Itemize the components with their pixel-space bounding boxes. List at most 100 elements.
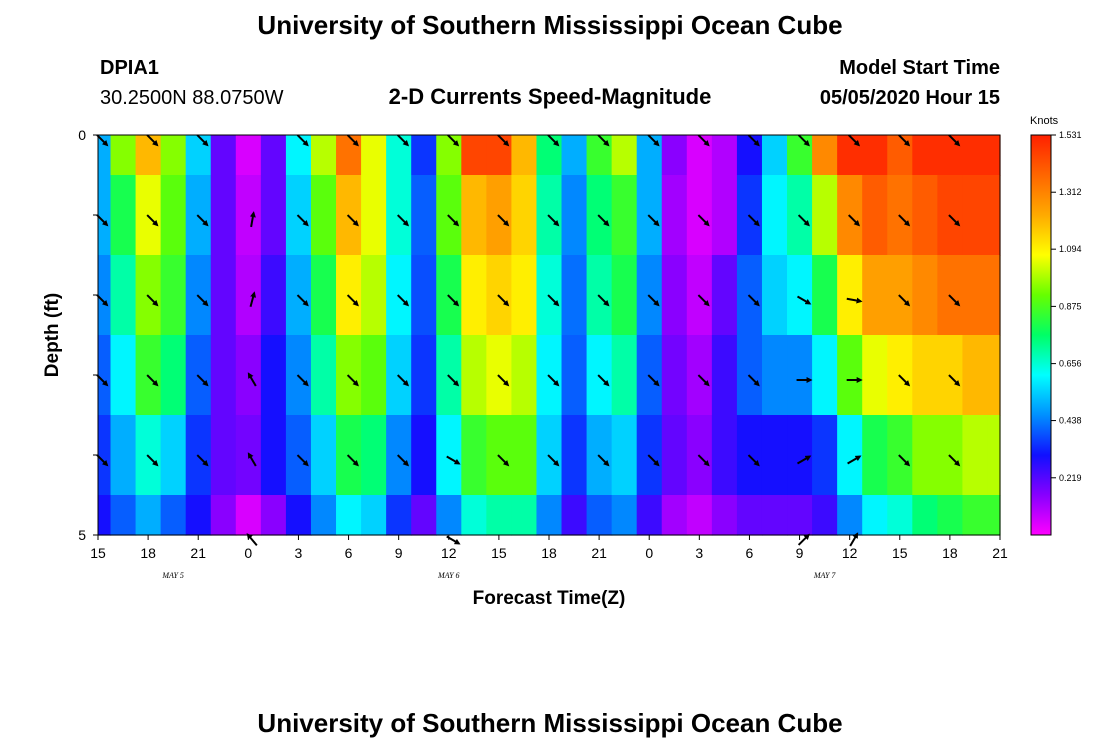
heatmap-cell <box>411 415 437 496</box>
heatmap-cell <box>210 335 237 416</box>
heatmap-cell <box>711 175 738 256</box>
heatmap-cell <box>235 135 262 176</box>
heatmap-cell <box>611 175 638 256</box>
current-arrow <box>196 454 209 467</box>
heatmap-cell <box>987 135 1001 176</box>
heatmap-cell <box>962 495 989 536</box>
heatmap-cell <box>160 255 187 336</box>
heatmap-cell <box>912 175 938 256</box>
heatmap-cell <box>937 135 964 176</box>
heatmap-cell <box>260 135 287 176</box>
y-axis-title: Depth (ft) <box>42 293 63 377</box>
current-arrow <box>497 294 510 307</box>
current-arrow <box>497 134 510 147</box>
x-tick-label: 12 <box>842 545 858 561</box>
heatmap-cell <box>98 495 112 536</box>
current-arrow <box>697 214 710 227</box>
heatmap-cell <box>962 335 989 416</box>
heatmap-cell <box>336 495 362 536</box>
current-arrow <box>898 374 911 387</box>
heatmap-cell <box>912 495 938 536</box>
current-arrow <box>547 374 560 387</box>
current-arrow <box>447 214 460 227</box>
current-arrow <box>796 295 812 305</box>
current-arrow <box>597 214 610 227</box>
heatmap-cell <box>787 495 813 536</box>
heatmap-cell <box>310 495 337 536</box>
current-arrow <box>547 134 560 147</box>
heatmap-cell <box>586 495 613 536</box>
date-label: MAY 6 <box>437 571 460 580</box>
current-arrow <box>647 454 660 467</box>
currents-chart: 15 18 21 0 3 6 9 12 15 18 21 0 3 6 9 12 15 18 21 MAY 5 MAY 6… <box>42 115 1082 609</box>
current-arrow <box>647 294 660 307</box>
colorbar-tick-label: 1.531 <box>1059 130 1082 140</box>
current-arrow <box>898 214 911 227</box>
heatmap-cell <box>411 175 437 256</box>
heatmap-cell <box>386 495 412 536</box>
y-tick-label: 0 <box>78 127 86 143</box>
station-id: DPIA1 <box>100 57 159 79</box>
colorbar: Knots 1.531 1.312 1.094 0.875 0.656 0.438 0.21… <box>1030 115 1082 536</box>
current-arrow <box>447 374 460 387</box>
model-start-label: Model Start Time <box>839 57 1000 79</box>
heatmap-cell <box>561 415 588 496</box>
current-arrow <box>346 294 359 307</box>
heatmap-cell <box>461 175 487 256</box>
heatmap-cell <box>135 135 162 176</box>
heatmap-cell <box>160 495 187 536</box>
heatmap-cell <box>987 495 1001 536</box>
heatmap-cell <box>235 175 262 256</box>
x-tick-label: 18 <box>541 545 557 561</box>
heatmap-cell <box>862 415 888 496</box>
heatmap-cell <box>160 135 187 176</box>
current-arrow <box>597 374 610 387</box>
current-arrow <box>146 294 159 307</box>
heatmap-cell <box>812 255 838 336</box>
current-arrow <box>697 374 710 387</box>
heatmap-cell <box>812 175 838 256</box>
heatmap-cell <box>711 335 738 416</box>
heatmap-cell <box>235 495 262 536</box>
heatmap-cell <box>661 335 688 416</box>
heatmap-cell <box>561 335 588 416</box>
heatmap-cell <box>260 335 287 416</box>
current-arrow <box>797 533 810 546</box>
colorbar-tick-label: 1.312 <box>1059 187 1082 197</box>
heatmap-cell <box>787 255 813 336</box>
heatmap-cell <box>812 335 838 416</box>
heatmap-cell <box>812 415 838 496</box>
current-arrow <box>597 454 610 467</box>
current-arrow <box>296 134 309 147</box>
heatmap-cell <box>862 335 888 416</box>
current-arrow <box>296 454 309 467</box>
heatmap-cell <box>711 135 738 176</box>
heatmap-cell <box>511 495 538 536</box>
current-arrow <box>96 214 109 227</box>
heatmap-cell <box>837 255 863 336</box>
heatmap-cell <box>686 495 713 536</box>
heatmap-cell <box>561 135 588 176</box>
current-arrow <box>346 214 359 227</box>
current-arrow <box>898 454 911 467</box>
current-arrow <box>547 214 560 227</box>
colorbar-tick-label: 0.438 <box>1059 416 1082 426</box>
current-arrow <box>446 455 461 465</box>
heatmap-cell <box>361 495 387 536</box>
heatmap-cell <box>285 135 312 176</box>
heatmap-cell <box>436 135 462 176</box>
heatmap-cell <box>862 255 888 336</box>
current-arrow <box>547 454 560 467</box>
x-tick-label: 9 <box>395 545 403 561</box>
x-tick-label: 18 <box>942 545 958 561</box>
heatmap-cell <box>511 135 538 176</box>
heatmap-cell <box>511 175 538 256</box>
x-axis: 15 18 21 0 3 6 9 12 15 18 21 0 3 6 9 12 15 18 21 MAY 5 MAY 6… <box>90 535 1008 580</box>
current-arrow <box>948 214 961 227</box>
heatmap-cell <box>862 175 888 256</box>
x-tick-label: 3 <box>695 545 703 561</box>
current-arrow <box>146 454 159 467</box>
heatmap-cell <box>887 135 913 176</box>
current-arrow <box>397 134 410 147</box>
heatmap-cell <box>361 335 387 416</box>
